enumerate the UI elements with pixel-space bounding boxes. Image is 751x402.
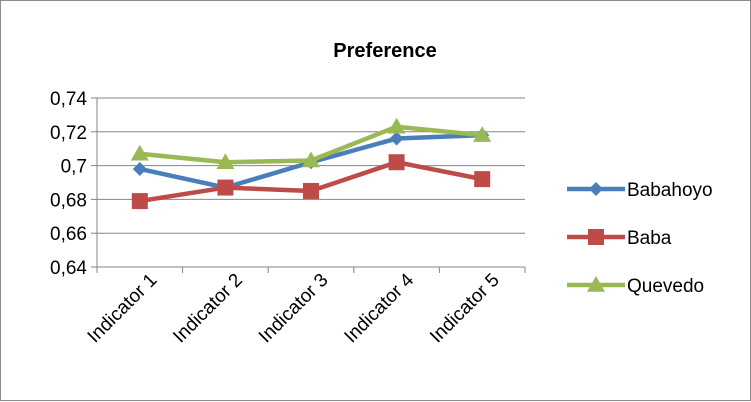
data-point [302,151,320,168]
series-quevedo [130,117,492,169]
legend-marker [589,182,603,196]
y-tick-label: 0,72 [50,123,87,144]
data-point [216,153,235,169]
y-tick-label: 0,7 [61,157,87,178]
x-tick-label: Indicator 3 [255,270,333,348]
legend-item-babahoyo: Babahoyo [567,180,713,201]
y-tick-label: 0,68 [50,190,87,211]
data-point [217,179,234,196]
legend-item-quevedo: Quevedo [567,276,704,297]
legend: Babahoyo Baba Quevedo [567,180,713,297]
data-point [132,161,147,176]
x-axis-tick-labels: Indicator 1 Indicator 2 Indicator 3 Indicat… [84,269,504,347]
y-axis-tick-labels: 0,64 0,66 0,68 0,7 0,72 0,74 [50,89,87,279]
x-tick-label: Indicator 2 [169,270,247,348]
legend-item-baba: Baba [567,228,672,249]
data-point [387,117,406,134]
y-tick-label: 0,74 [50,89,87,110]
data-point [303,182,319,199]
data-point [130,144,149,161]
y-tick-label: 0,66 [50,224,87,245]
y-tick-label: 0,64 [50,258,87,279]
x-tick-label: Indicator 1 [84,270,162,348]
data-point [473,126,492,142]
legend-marker [588,229,604,245]
axes [91,97,526,273]
series-lines [130,117,492,210]
legend-marker [587,276,605,292]
x-tick-label: Indicator 5 [426,270,504,348]
data-point [474,171,491,188]
data-point [388,154,405,171]
legend-label: Quevedo [627,276,704,297]
series-baba [131,154,491,210]
legend-label: Babahoyo [627,180,713,201]
chart-title: Preference [333,40,436,62]
data-point [389,131,404,146]
x-tick-label: Indicator 4 [341,269,419,347]
legend-label: Baba [627,228,672,249]
data-point [131,193,148,210]
